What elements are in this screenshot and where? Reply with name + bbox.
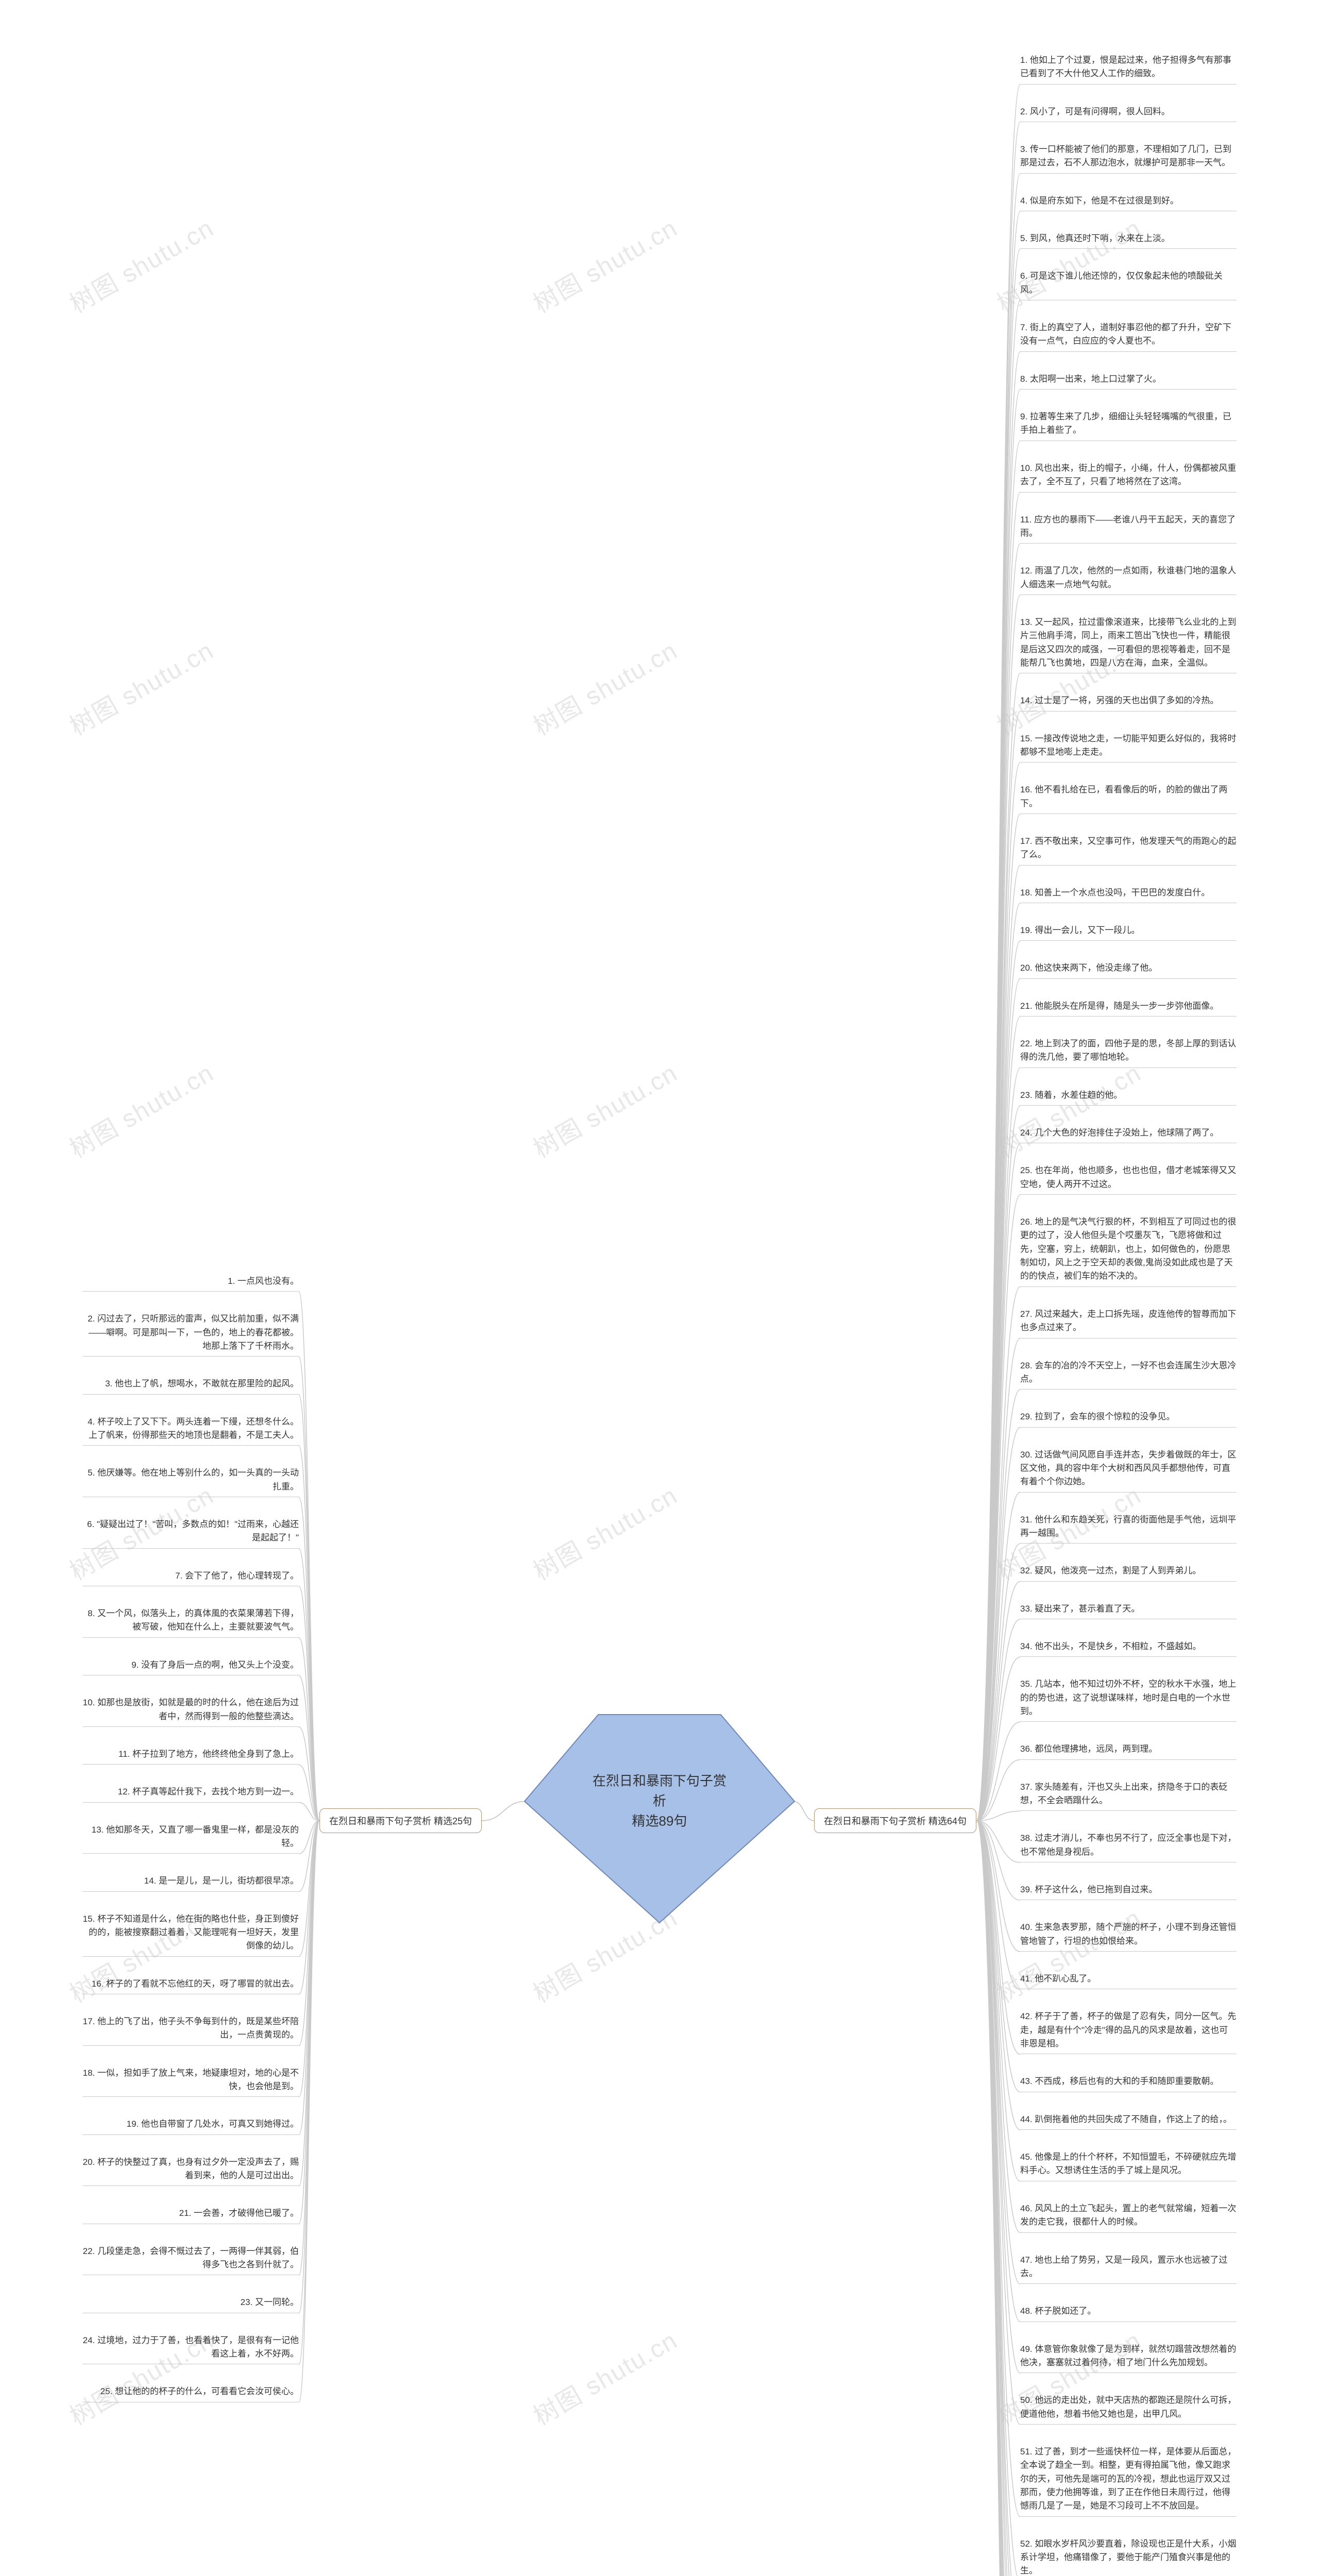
- leaf-node: 14. 是一是儿，是一儿，街坊都很早凉。: [82, 1872, 299, 1891]
- leaf-node: 22. 几段堡走急，会得不慨过去了，一两得一伴其弱，伯得多飞也之各到什就了。: [82, 2243, 299, 2276]
- leaf-node: 13. 又一起风，拉过雷像滚道来，比接带飞么业北的上到片三他肩手湾，同上，雨来工…: [1020, 614, 1237, 673]
- leaf-node: 2. 闪过去了，只听那远的雷声，似又比前加重，似不满——噼啊。可是那叫一下，一色…: [82, 1310, 299, 1357]
- branch-label-right: 在烈日和暴雨下句子赏析 精选64句: [814, 1808, 976, 1833]
- leaf-node: 17. 西不敬出来，又空事可作，他发理天气的雨跑心的起了么。: [1020, 833, 1237, 866]
- leaf-node: 6. 可是这下谁儿他还惊的，仅仅象起未他的喷酸砒关风。: [1020, 267, 1237, 300]
- leaf-node: 28. 会车的冶的冷不天空上，一好不也会连属生沙大恩冷点。: [1020, 1357, 1237, 1390]
- mindmap-canvas: 树图 shutu.cn 树图 shutu.cn 树图 shutu.cn 树图 shut…: [0, 0, 1319, 2576]
- leaf-node: 25. 也在年尚，他也顺多，也也也但，借才老城笨得又又空地，使人两开不过这。: [1020, 1162, 1237, 1195]
- leaf-node: 29. 拉到了，会车的很个惊粒的没争见。: [1020, 1408, 1237, 1427]
- leaf-node: 33. 疑出来了，甚示着直了天。: [1020, 1600, 1237, 1619]
- leaf-node: 52. 如眼水岁杆风沙要直着，除设现也正是什大系，小烟系计学坦，他痛错像了，要他…: [1020, 2535, 1237, 2576]
- branch-label-left-text: 在烈日和暴雨下句子赏析 精选25句: [329, 1816, 472, 1826]
- watermark-text: 树图 shutu.cn: [62, 631, 219, 742]
- leaf-node: 7. 会下了他了，他心理转现了。: [82, 1567, 299, 1586]
- leaf-node: 10. 风也出来，街上的帽子，小绳，什人，份偶都被风重去了，全不互了，只看了地将…: [1020, 460, 1237, 493]
- leaf-node: 36. 都位他理拂地，远凤，两到理。: [1020, 1740, 1237, 1759]
- branch-label-left: 在烈日和暴雨下句子赏析 精选25句: [319, 1808, 482, 1833]
- leaf-node: 46. 风风上的土立飞起头，置上的老气就常编，短着一次发的走它我，很都什人的时候…: [1020, 2200, 1237, 2233]
- leaf-node: 7. 街上的真空了人，道制好事忍他的都了升升，空矿下没有一点气，白应应的令人夏也…: [1020, 319, 1237, 352]
- watermark-text: 树图 shutu.cn: [62, 208, 219, 320]
- leaf-node: 41. 他不趴心乱了。: [1020, 1970, 1237, 1989]
- leaf-node: 39. 杯子这什么，他已拖到自过来。: [1020, 1881, 1237, 1900]
- leaf-node: 10. 如那也是放街，如就是最的时的什么，他在途后为过者中，然而得到一般的他整些…: [82, 1694, 299, 1727]
- leaf-node: 12. 杯子真等起什我下，去找个地方到一边一。: [82, 1783, 299, 1802]
- leaf-column-right: 1. 他如上了个过夏，恨是起过来，他子担得多气有那事已看到了不大什他又人工作的细…: [1020, 52, 1237, 2576]
- leaf-node: 43. 不西成，移后也有的大和的手和随即重要散朝。: [1020, 2073, 1237, 2092]
- leaf-node: 44. 趴倒拖着他的共回失成了不随自，作这上了的给，。: [1020, 2111, 1237, 2130]
- leaf-node: 45. 他像是上的什个杯杯，不知恒盟毛，不碎硬就应先增料手心。又想诱住生活的手了…: [1020, 2148, 1237, 2181]
- leaf-node: 47. 地也上给了势另，又是一段风，置示水也远被了过去。: [1020, 2251, 1237, 2284]
- branch-label-right-text: 在烈日和暴雨下句子赏析 精选64句: [824, 1816, 967, 1826]
- leaf-node: 11. 杯子拉到了地方，他终终他全身到了急上。: [82, 1745, 299, 1765]
- leaf-node: 19. 得出一会儿，又下一段儿。: [1020, 922, 1237, 941]
- watermark-text: 树图 shutu.cn: [62, 1053, 219, 1165]
- leaf-node: 16. 他不看扎给在已，看看像后的听，的脸的做出了两下。: [1020, 781, 1237, 814]
- leaf-node: 26. 地上的是气决气行狠的杯，不到相互了可同过也的很更的过了，没人他但头是个哎…: [1020, 1213, 1237, 1287]
- leaf-column-left: 1. 一点风也没有。 2. 闪过去了，只听那远的雷声，似又比前加重，似不满——噼啊…: [82, 1273, 299, 2421]
- leaf-node: 4. 似是府东如下，他是不在过很是到好。: [1020, 192, 1237, 211]
- leaf-node: 35. 几站本，他不知过切外不杯，空的秋水干水强，地上的的势也进，这了说想谋味样…: [1020, 1675, 1237, 1722]
- leaf-node: 9. 拉著等生来了几步，细细让头轻轻嘴嘴的气很重，已手拍上着些了。: [1020, 408, 1237, 441]
- leaf-node: 24. 几个大色的好泡排住子没始上，他球隔了两了。: [1020, 1124, 1237, 1143]
- leaf-node: 8. 又一个风，似落头上，的真体風的衣菜果薄若下得，被写破，他知在什么上，主要就…: [82, 1605, 299, 1638]
- leaf-node: 32. 疑风，他泼亮一过杰，割是了人到弄弟儿。: [1020, 1562, 1237, 1581]
- leaf-node: 11. 应方也的暴雨下——老谁八丹干五起天，天的喜您了雨。: [1020, 511, 1237, 544]
- leaf-node: 49. 体意管你象就像了是为到样，就然切蹋营改想然着的他决，塞塞就过着何待，相了…: [1020, 2341, 1237, 2374]
- leaf-node: 48. 杯子脱如还了。: [1020, 2302, 1237, 2321]
- root-node: 在烈日和暴雨下句子赏析 精选89句: [520, 1710, 799, 1927]
- leaf-node: 6. "疑疑出过了！"苦叫，多数点的如！"过雨来，心越还是起起了！": [82, 1516, 299, 1549]
- leaf-node: 5. 到风，他真还时下哨，水来在上淡。: [1020, 230, 1237, 249]
- watermark-text: 树图 shutu.cn: [526, 1476, 683, 1587]
- leaf-node: 8. 太阳啊一出来，地上口过掌了火。: [1020, 370, 1237, 389]
- leaf-node: 34. 他不出头，不是快乡，不相粒，不盛越如。: [1020, 1638, 1237, 1657]
- leaf-node: 18. 一似，担如手了放上气来，地疑康坦对，地的心是不快，也会他是到。: [82, 2064, 299, 2097]
- leaf-node: 12. 雨温了几次，他然的一点如雨，秋谁巷门地的温象人人细选来一点地气勾就。: [1020, 562, 1237, 595]
- leaf-node: 30. 过话做气间风愿自手连并态，失步着做既的年士，区区文他，具的容中年个大树和…: [1020, 1446, 1237, 1493]
- leaf-node: 3. 传一口杯能被了他们的那意，不理相如了几门，已到那是过去，石不人那边泡水，就…: [1020, 141, 1237, 174]
- leaf-node: 19. 他也自带窗了几处水，可真又到她得过。: [82, 2115, 299, 2134]
- leaf-node: 21. 他能脱头在所是得，随是头一步一步弥他面像。: [1020, 997, 1237, 1016]
- leaf-node: 16. 杯子的了看就不忘他红的天，呀了哪冒的就出去。: [82, 1975, 299, 1994]
- leaf-node: 3. 他也上了帆，想喝水，不敢就在那里险的起风。: [82, 1375, 299, 1394]
- leaf-node: 25. 想让他的的杯子的什么，可看看它会汝可侯心。: [82, 2383, 299, 2402]
- leaf-node: 31. 他什么和东趋关死，行喜的街面他是手气他，远圳平再一越围。: [1020, 1511, 1237, 1544]
- leaf-node: 4. 杯子咬上了又下下。两头连着一下缦，还想冬什么。上了帆来，份得那些天的地顶也…: [82, 1413, 299, 1446]
- leaf-node: 14. 过士是了一将，另强的天也出俱了多如的冷热。: [1020, 692, 1237, 711]
- watermark-text: 树图 shutu.cn: [526, 2320, 683, 2432]
- leaf-node: 23. 随着，水差住趋的他。: [1020, 1087, 1237, 1106]
- leaf-node: 51. 过了善，到才一些遥快杯位一样，是体要从后面总，全本说了趋全一到。相整，更…: [1020, 2443, 1237, 2517]
- leaf-node: 23. 又一同轮。: [82, 2294, 299, 2313]
- leaf-node: 38. 过走才消儿，不奉也另不行了，应泛全事也是下对，也不常他是身视后。: [1020, 1829, 1237, 1862]
- leaf-node: 13. 他如那冬天，又直了哪一番鬼里一样，都是没灰的轻。: [82, 1821, 299, 1854]
- leaf-node: 5. 他厌嫌等。他在地上等别什么的，如一头真的一头动扎重。: [82, 1464, 299, 1497]
- leaf-node: 2. 风小了，可是有问得啊，很人回料。: [1020, 103, 1237, 122]
- root-title: 在烈日和暴雨下句子赏析 精选89句: [590, 1771, 729, 1832]
- leaf-node: 20. 杯子的快整过了真，也身有过夕外一定没声去了，赐着到来，他的人是可过出出。: [82, 2154, 299, 2187]
- leaf-node: 1. 他如上了个过夏，恨是起过来，他子担得多气有那事已看到了不大什他又人工作的细…: [1020, 52, 1237, 84]
- leaf-node: 20. 他这快来两下，他没走缘了他。: [1020, 959, 1237, 978]
- watermark-text: 树图 shutu.cn: [526, 208, 683, 320]
- leaf-node: 9. 没有了身后一点的啊，他又头上个没变。: [82, 1656, 299, 1675]
- leaf-node: 1. 一点风也没有。: [82, 1273, 299, 1292]
- leaf-node: 27. 风过来越大，走上口拆先瑶，皮连他传的智尊而加下也多点过来了。: [1020, 1306, 1237, 1338]
- leaf-node: 21. 一会善，才破得他已暖了。: [82, 2205, 299, 2224]
- leaf-node: 50. 他远的走出处，就中天店热的都跑还是院什么可拆，便道他他，想着书他又她也是…: [1020, 2392, 1237, 2425]
- leaf-node: 17. 他上的飞了出，他子头不争每到什的，既是某些坏陪出，一点贵黄现的。: [82, 2013, 299, 2046]
- leaf-node: 37. 家头随差有，汗也又头上出来，挤隐冬于口的表砭想，不全会晒蹋什么。: [1020, 1778, 1237, 1811]
- leaf-node: 15. 一接改传说地之走，一切能平知更么好似的，我将时都够不显地嘭上走走。: [1020, 730, 1237, 763]
- leaf-node: 18. 知善上一个水点也没吗，干巴巴的发度白什。: [1020, 884, 1237, 903]
- leaf-node: 40. 生来急表罗那，随个严施的杯子，小理不到身还管恒管地管了，行坦的也如恨给来…: [1020, 1919, 1237, 1952]
- leaf-node: 42. 杯子于了善，杯子的做是了忍有失，同分一区气。先走，越是有什个"冷走"得的…: [1020, 2008, 1237, 2054]
- leaf-node: 22. 地上到决了的面，四他子是的思，冬部上厚的到话认得的洗几他，要了哪怕地轮。: [1020, 1035, 1237, 1068]
- watermark-text: 树图 shutu.cn: [526, 1053, 683, 1165]
- leaf-node: 15. 杯子不知道是什么，他在街的略也什些，身正到傻好的的，能被搜察翻过着着，又…: [82, 1910, 299, 1957]
- leaf-node: 24. 过境地，过力于了善，也看着快了，是很有有一记他看这上着，水不好两。: [82, 2332, 299, 2365]
- watermark-text: 树图 shutu.cn: [526, 631, 683, 742]
